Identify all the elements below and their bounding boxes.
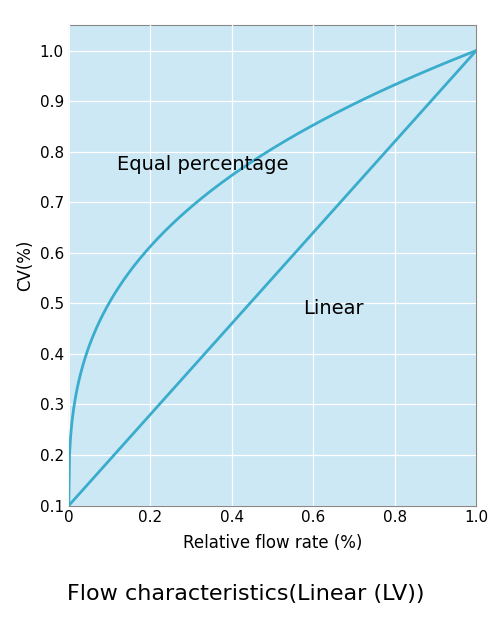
Text: Equal percentage: Equal percentage	[117, 155, 289, 174]
Y-axis label: CV(%): CV(%)	[16, 240, 34, 291]
X-axis label: Relative flow rate (%): Relative flow rate (%)	[183, 534, 362, 552]
Text: Linear: Linear	[303, 299, 364, 318]
Text: Flow characteristics(Linear (LV)): Flow characteristics(Linear (LV))	[67, 584, 424, 604]
